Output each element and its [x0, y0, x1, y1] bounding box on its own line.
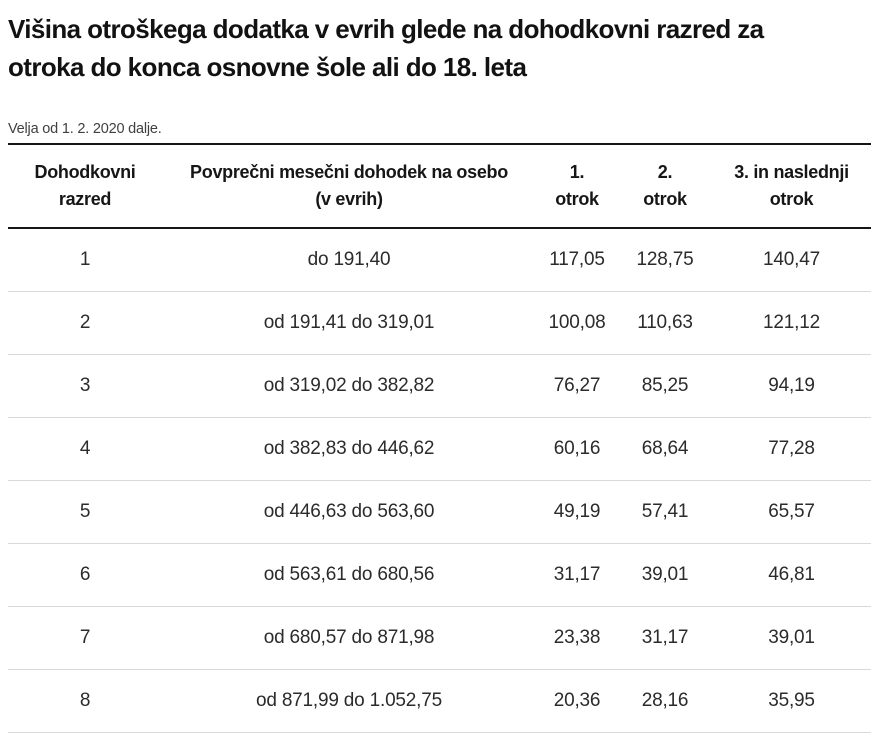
- cell-otrok-1: 100,08: [536, 291, 618, 355]
- cell-otrok-2: 85,25: [618, 354, 712, 418]
- table-header: Dohodkovni razred Povprečni mesečni dohod…: [8, 143, 871, 229]
- cell-razred: 2: [8, 291, 162, 355]
- table-row: 8 od 871,99 do 1.052,75 20,36 28,16 35,95: [8, 669, 871, 733]
- cell-razred: 7: [8, 606, 162, 670]
- table-row: 1 do 191,40 117,05 128,75 140,47: [8, 228, 871, 292]
- cell-dohodek: od 191,41 do 319,01: [162, 291, 536, 355]
- column-header-otrok-3: 3. in naslednji otrok: [712, 143, 871, 229]
- cell-otrok-1: 117,05: [536, 228, 618, 292]
- cell-otrok-2: 128,75: [618, 228, 712, 292]
- column-header-razred: Dohodkovni razred: [8, 143, 162, 229]
- cell-otrok-1: 60,16: [536, 417, 618, 481]
- column-header-dohodek: Povprečni mesečni dohodek na osebo (v ev…: [162, 143, 536, 229]
- page-title: Višina otroškega dodatka v evrih glede n…: [8, 14, 764, 82]
- cell-otrok-3: 35,95: [712, 669, 871, 733]
- cell-otrok-2: 28,16: [618, 669, 712, 733]
- allowance-table: Dohodkovni razred Povprečni mesečni dohod…: [8, 143, 871, 733]
- cell-otrok-2: 31,17: [618, 606, 712, 670]
- column-header-otrok-1: 1. otrok: [536, 143, 618, 229]
- cell-otrok-1: 31,17: [536, 543, 618, 607]
- cell-dohodek: od 563,61 do 680,56: [162, 543, 536, 607]
- cell-otrok-2: 68,64: [618, 417, 712, 481]
- cell-otrok-3: 121,12: [712, 291, 871, 355]
- cell-otrok-3: 140,47: [712, 228, 871, 292]
- cell-otrok-2: 110,63: [618, 291, 712, 355]
- cell-otrok-1: 76,27: [536, 354, 618, 418]
- cell-dohodek: do 191,40: [162, 228, 536, 292]
- effective-date-note: Velja od 1. 2. 2020 dalje.: [8, 121, 162, 137]
- cell-dohodek: od 382,83 do 446,62: [162, 417, 536, 481]
- cell-otrok-3: 77,28: [712, 417, 871, 481]
- table-row: 5 od 446,63 do 563,60 49,19 57,41 65,57: [8, 480, 871, 544]
- cell-otrok-1: 20,36: [536, 669, 618, 733]
- cell-otrok-3: 94,19: [712, 354, 871, 418]
- table-body: 1 do 191,40 117,05 128,75 140,47 2 od 191,41 d…: [8, 228, 871, 733]
- table-row: 2 od 191,41 do 319,01 100,08 110,63 121,12: [8, 291, 871, 355]
- table-row: 3 od 319,02 do 382,82 76,27 85,25 94,19: [8, 354, 871, 418]
- cell-razred: 6: [8, 543, 162, 607]
- cell-dohodek: od 871,99 do 1.052,75: [162, 669, 536, 733]
- cell-otrok-1: 23,38: [536, 606, 618, 670]
- cell-dohodek: od 680,57 do 871,98: [162, 606, 536, 670]
- cell-otrok-2: 57,41: [618, 480, 712, 544]
- table-header-row: Dohodkovni razred Povprečni mesečni dohod…: [8, 143, 871, 229]
- cell-dohodek: od 446,63 do 563,60: [162, 480, 536, 544]
- cell-dohodek: od 319,02 do 382,82: [162, 354, 536, 418]
- cell-razred: 3: [8, 354, 162, 418]
- cell-razred: 4: [8, 417, 162, 481]
- cell-razred: 5: [8, 480, 162, 544]
- table-row: 6 od 563,61 do 680,56 31,17 39,01 46,81: [8, 543, 871, 607]
- cell-otrok-2: 39,01: [618, 543, 712, 607]
- cell-otrok-3: 46,81: [712, 543, 871, 607]
- cell-otrok-1: 49,19: [536, 480, 618, 544]
- cell-razred: 1: [8, 228, 162, 292]
- cell-otrok-3: 65,57: [712, 480, 871, 544]
- column-header-otrok-2: 2. otrok: [618, 143, 712, 229]
- cell-razred: 8: [8, 669, 162, 733]
- table-row: 7 od 680,57 do 871,98 23,38 31,17 39,01: [8, 606, 871, 670]
- table-row: 4 od 382,83 do 446,62 60,16 68,64 77,28: [8, 417, 871, 481]
- cell-otrok-3: 39,01: [712, 606, 871, 670]
